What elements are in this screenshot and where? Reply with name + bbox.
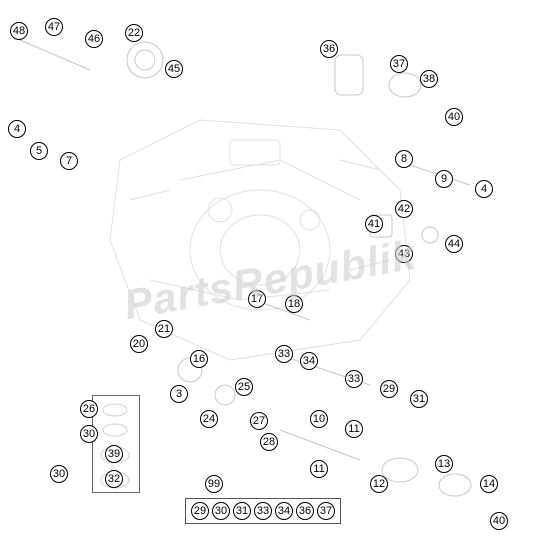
callout-42: 42 — [395, 200, 413, 218]
callout-99: 99 — [205, 475, 223, 493]
callout-5: 5 — [30, 142, 48, 160]
callout-12: 12 — [370, 475, 388, 493]
callout-28: 28 — [260, 433, 278, 451]
callout-31: 31 — [410, 390, 428, 408]
callout-9: 9 — [435, 170, 453, 188]
repair-kit-item-31: 31 — [233, 502, 251, 520]
callout-30: 30 — [50, 465, 68, 483]
callout-34: 34 — [300, 352, 318, 370]
callout-38: 38 — [420, 70, 438, 88]
callout-33: 33 — [275, 345, 293, 363]
callout-17: 17 — [248, 290, 266, 308]
callout-21: 21 — [155, 320, 173, 338]
repair-kit-item-30: 30 — [212, 502, 230, 520]
callout-14: 14 — [480, 475, 498, 493]
repair-kit-item-33: 33 — [254, 502, 272, 520]
callout-26: 26 — [80, 400, 98, 418]
repair-kit-item-36: 36 — [296, 502, 314, 520]
repair-kit-item-29: 29 — [191, 502, 209, 520]
callout-4: 4 — [475, 180, 493, 198]
callout-44: 44 — [445, 235, 463, 253]
callout-24: 24 — [200, 410, 218, 428]
callout-37: 37 — [390, 55, 408, 73]
repair-kit-item-34: 34 — [275, 502, 293, 520]
callout-40: 40 — [445, 108, 463, 126]
callout-43: 43 — [395, 245, 413, 263]
callout-40: 40 — [490, 512, 508, 530]
repair-kit-row: 29303133343637 — [185, 498, 341, 524]
callout-27: 27 — [250, 412, 268, 430]
callout-25: 25 — [235, 378, 253, 396]
callout-41: 41 — [365, 215, 383, 233]
callout-29: 29 — [380, 380, 398, 398]
callout-47: 47 — [45, 18, 63, 36]
repair-kit-item-37: 37 — [317, 502, 335, 520]
callout-11: 11 — [310, 460, 328, 478]
callout-3: 3 — [170, 385, 188, 403]
callout-16: 16 — [190, 350, 208, 368]
callout-32: 32 — [105, 470, 123, 488]
callout-4: 4 — [8, 120, 26, 138]
callout-8: 8 — [395, 150, 413, 168]
parts-diagram: 4847462245457363738408944142434417183334… — [0, 0, 540, 559]
callout-20: 20 — [130, 335, 148, 353]
callout-11: 11 — [345, 420, 363, 438]
callout-30: 30 — [80, 425, 98, 443]
callout-45: 45 — [165, 60, 183, 78]
callout-48: 48 — [10, 22, 28, 40]
part-shapes — [0, 0, 540, 559]
callout-10: 10 — [310, 410, 328, 428]
callout-7: 7 — [60, 152, 78, 170]
callout-22: 22 — [125, 24, 143, 42]
callout-39: 39 — [105, 445, 123, 463]
callout-36: 36 — [320, 40, 338, 58]
callout-33: 33 — [345, 370, 363, 388]
callout-46: 46 — [85, 30, 103, 48]
callout-13: 13 — [435, 455, 453, 473]
callout-18: 18 — [285, 295, 303, 313]
